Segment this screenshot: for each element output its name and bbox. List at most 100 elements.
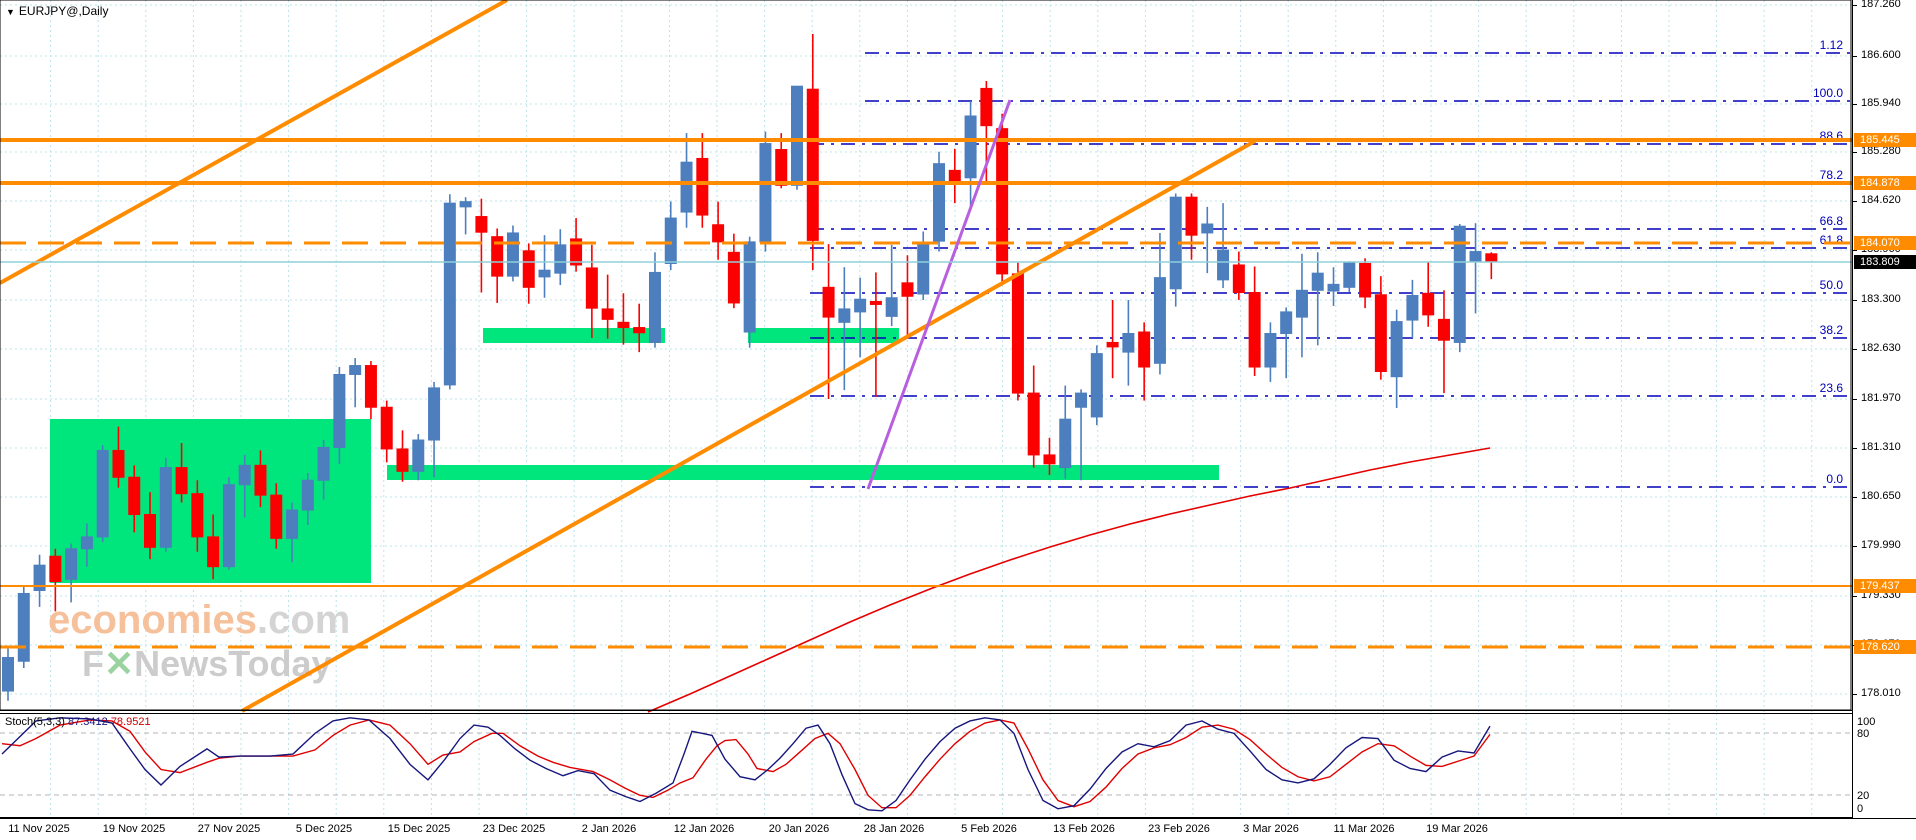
date-label: 27 Nov 2025 — [197, 823, 261, 835]
date-axis[interactable]: 11 Nov 2025 19 Nov 2025 27 Nov 2025 5 Dec 2… — [0, 818, 1916, 840]
date-label: 12 Jan 2026 — [673, 823, 735, 835]
price-tick-label: 178.010 — [1861, 687, 1901, 699]
axis-tick-mark — [1853, 152, 1857, 153]
date-label: 19 Mar 2026 — [1426, 823, 1488, 835]
candle-body — [364, 365, 377, 408]
price-tick-label: 187.260 — [1861, 0, 1901, 10]
candle-body — [1343, 261, 1356, 288]
price-tick-label: 185.940 — [1861, 97, 1901, 109]
candle-body — [712, 224, 725, 243]
candle-body — [1406, 295, 1419, 321]
watermark-subbrand: F✕NewsToday — [82, 643, 332, 684]
candle-body — [680, 161, 693, 213]
price-axis[interactable]: 187.260186.600185.940185.280184.620183.9… — [1853, 0, 1916, 818]
candle-body — [885, 297, 898, 317]
panel-separator-top[interactable] — [0, 710, 1853, 711]
candle-body — [791, 85, 803, 186]
axis-tick-mark — [1853, 596, 1857, 597]
candle-body — [428, 387, 441, 441]
candle-body — [585, 267, 598, 309]
candle-body — [506, 232, 519, 277]
level-price-badge: 184.070 — [1854, 236, 1916, 250]
candle-body — [743, 241, 756, 333]
stoch-main-line — [1, 717, 1491, 812]
symbol-period-label[interactable]: ▼ EURJPY@,Daily — [6, 4, 108, 18]
date-label: 13 Feb 2026 — [1053, 823, 1115, 835]
date-label: 5 Dec 2025 — [295, 823, 353, 835]
stoch-scale-label: 80 — [1857, 728, 1870, 740]
date-label: 23 Dec 2025 — [482, 823, 546, 835]
price-tick-label: 180.650 — [1861, 490, 1901, 502]
axis-tick-mark — [1853, 201, 1857, 202]
date-label: 19 Nov 2025 — [102, 823, 166, 835]
date-label: 3 Mar 2026 — [1243, 823, 1299, 835]
orange-levels — [0, 138, 1852, 649]
candle-body — [1059, 418, 1072, 469]
candle-body — [822, 286, 835, 318]
level-price-badge: 184.878 — [1854, 176, 1916, 190]
candle-body — [33, 564, 46, 591]
price-tick-label: 182.630 — [1861, 342, 1901, 354]
candle-body — [554, 244, 567, 274]
price-tick-label: 183.300 — [1861, 293, 1901, 305]
candle-body — [933, 163, 946, 242]
axis-tick-mark — [1853, 104, 1857, 105]
green-zone — [387, 465, 1219, 480]
candle-body — [49, 555, 62, 583]
candle-body — [570, 238, 583, 266]
candle-body — [759, 143, 772, 243]
candle-body — [1374, 294, 1387, 372]
candle-body — [175, 467, 188, 495]
candle-body — [65, 548, 78, 580]
green-zone — [748, 328, 899, 343]
axis-tick-mark — [1853, 694, 1857, 695]
stoch-main-value: 87.3412 — [67, 716, 108, 728]
main-price-chart[interactable]: economies.comF✕NewsToday1.12100.088.678.… — [0, 0, 1852, 713]
candle-body — [1485, 253, 1498, 263]
candle-body — [601, 308, 614, 320]
stoch-scale-label: 100 — [1857, 716, 1876, 728]
date-label: 20 Jan 2026 — [768, 823, 830, 835]
candle-body — [80, 536, 93, 550]
stoch-name: Stoch(5,3,3) — [5, 716, 65, 728]
date-label: 23 Feb 2026 — [1148, 823, 1210, 835]
date-label: 2 Jan 2026 — [581, 823, 637, 835]
candle-body — [254, 464, 267, 496]
candle-body — [333, 373, 346, 448]
fib-label: 66.8 — [1820, 214, 1844, 228]
candle-body — [396, 448, 409, 472]
candle-body — [538, 269, 551, 278]
stochastic-panel[interactable] — [0, 713, 1852, 818]
candle-body — [617, 321, 630, 329]
candle-body — [144, 514, 157, 548]
candle-body — [317, 446, 330, 481]
price-tick-label: 181.310 — [1861, 441, 1901, 453]
candle-body — [1311, 272, 1324, 291]
candle-body — [1185, 196, 1198, 236]
candle-body — [996, 128, 1009, 275]
candle-body — [1106, 341, 1119, 348]
candle-body — [17, 592, 30, 662]
candle-body — [633, 327, 646, 334]
axis-tick-mark — [1853, 300, 1857, 301]
candle-body — [664, 217, 677, 264]
candle-body — [696, 157, 709, 216]
candle-body — [980, 87, 993, 127]
candle-body — [207, 536, 220, 568]
candle-body — [412, 439, 425, 472]
level-price-badge: 179.437 — [1854, 579, 1916, 593]
candle-body — [222, 484, 235, 568]
fib-label: 78.2 — [1820, 168, 1844, 182]
candle-body — [1422, 292, 1435, 316]
candle-body — [1453, 225, 1466, 343]
candle-body — [443, 202, 456, 386]
candle-body — [1043, 454, 1056, 465]
candle-body — [270, 494, 283, 539]
fib-label: 38.2 — [1820, 323, 1844, 337]
axis-tick-mark — [1853, 399, 1857, 400]
candle-body — [1075, 392, 1088, 408]
candle-body — [1217, 249, 1230, 281]
chart-menu-arrow-icon[interactable]: ▼ — [6, 7, 15, 17]
candle-body — [128, 476, 141, 516]
candle-body — [948, 169, 961, 182]
